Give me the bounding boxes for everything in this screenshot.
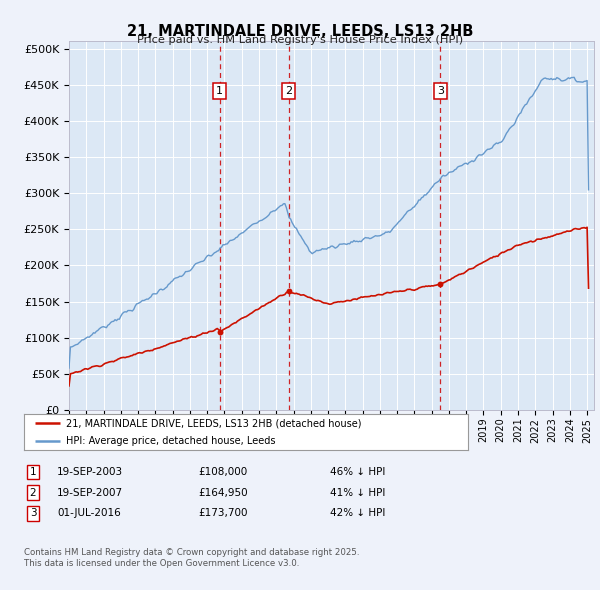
Text: £108,000: £108,000: [198, 467, 247, 477]
Text: 1: 1: [216, 86, 223, 96]
Text: 01-JUL-2016: 01-JUL-2016: [57, 509, 121, 518]
Text: 3: 3: [437, 86, 444, 96]
Text: £173,700: £173,700: [198, 509, 248, 518]
Text: 19-SEP-2003: 19-SEP-2003: [57, 467, 123, 477]
Point: [436, 280, 445, 289]
Text: 21, MARTINDALE DRIVE, LEEDS, LS13 2HB: 21, MARTINDALE DRIVE, LEEDS, LS13 2HB: [127, 24, 473, 38]
Text: Contains HM Land Registry data © Crown copyright and database right 2025.: Contains HM Land Registry data © Crown c…: [24, 548, 359, 556]
Text: £164,950: £164,950: [198, 488, 248, 497]
Text: 1: 1: [29, 467, 37, 477]
Text: 19-SEP-2007: 19-SEP-2007: [57, 488, 123, 497]
Text: 3: 3: [29, 509, 37, 518]
Text: 21, MARTINDALE DRIVE, LEEDS, LS13 2HB (detached house): 21, MARTINDALE DRIVE, LEEDS, LS13 2HB (d…: [66, 418, 362, 428]
Text: 2: 2: [29, 488, 37, 497]
Text: Price paid vs. HM Land Registry's House Price Index (HPI): Price paid vs. HM Land Registry's House …: [137, 35, 463, 45]
Text: This data is licensed under the Open Government Licence v3.0.: This data is licensed under the Open Gov…: [24, 559, 299, 568]
Point: [215, 327, 224, 337]
Point: [284, 286, 293, 296]
Text: 46% ↓ HPI: 46% ↓ HPI: [330, 467, 385, 477]
Text: 42% ↓ HPI: 42% ↓ HPI: [330, 509, 385, 518]
Text: HPI: Average price, detached house, Leeds: HPI: Average price, detached house, Leed…: [66, 436, 275, 446]
Text: 2: 2: [285, 86, 292, 96]
Text: 41% ↓ HPI: 41% ↓ HPI: [330, 488, 385, 497]
